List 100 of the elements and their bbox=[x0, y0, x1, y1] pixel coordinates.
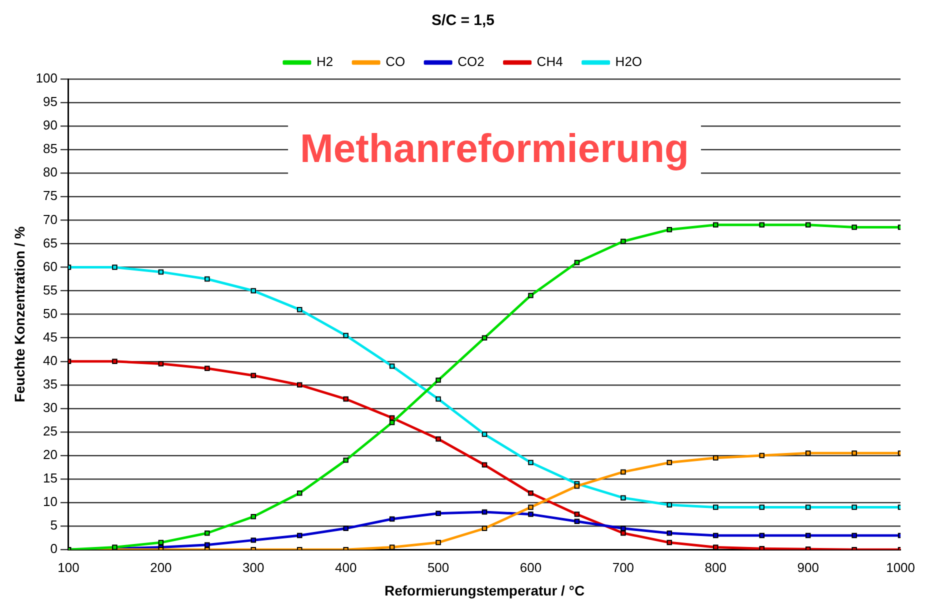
y-tick-label: 20 bbox=[43, 447, 58, 462]
y-tick-label: 70 bbox=[43, 212, 58, 227]
y-tick-label: 45 bbox=[43, 329, 58, 344]
point bbox=[805, 450, 811, 456]
x-tick-label: 300 bbox=[242, 560, 264, 575]
point bbox=[343, 458, 348, 463]
legend-label: H2O bbox=[615, 54, 642, 70]
point bbox=[250, 538, 256, 543]
point bbox=[713, 222, 718, 228]
x-tick-label: 400 bbox=[334, 560, 357, 575]
point bbox=[759, 222, 764, 228]
point bbox=[852, 450, 857, 456]
chart-title: S/C = 1,5 bbox=[432, 12, 494, 30]
point bbox=[436, 540, 441, 546]
point bbox=[574, 518, 580, 524]
point bbox=[574, 512, 580, 517]
point bbox=[204, 276, 210, 282]
x-axis-title: Reformierungstemperatur / °C bbox=[384, 582, 585, 598]
legend-label: CH4 bbox=[536, 54, 563, 70]
point bbox=[666, 502, 672, 508]
point bbox=[436, 436, 441, 442]
y-tick-label: 90 bbox=[43, 118, 58, 133]
point bbox=[852, 224, 857, 230]
point bbox=[250, 514, 256, 520]
point bbox=[250, 372, 256, 378]
point bbox=[528, 460, 534, 466]
y-tick-label: 10 bbox=[43, 494, 58, 510]
point bbox=[805, 532, 811, 538]
y-tick-label: 40 bbox=[43, 352, 58, 368]
y-tick-label: 75 bbox=[43, 188, 58, 204]
point bbox=[204, 530, 210, 536]
annotation: Methanreformierung bbox=[300, 127, 689, 172]
legend-label: CO bbox=[386, 54, 406, 70]
point bbox=[296, 490, 302, 496]
x-tick-label: 600 bbox=[520, 560, 542, 575]
point bbox=[620, 530, 626, 536]
x-tick-label: 900 bbox=[797, 560, 819, 575]
point bbox=[759, 504, 764, 510]
point bbox=[158, 540, 164, 546]
y-tick-label: 100 bbox=[36, 70, 58, 86]
point bbox=[389, 420, 395, 426]
point bbox=[158, 269, 164, 275]
x-tick-label: 800 bbox=[704, 560, 726, 575]
point bbox=[296, 306, 302, 312]
point bbox=[343, 396, 348, 402]
y-axis-title: Feuchte Konzentration / % bbox=[11, 226, 28, 402]
point bbox=[528, 504, 534, 510]
y-tick-label: 85 bbox=[43, 141, 58, 156]
y-tick-label: 55 bbox=[43, 282, 58, 298]
y-tick-label: 25 bbox=[43, 424, 58, 439]
y-tick-label: 95 bbox=[43, 94, 58, 110]
point bbox=[620, 526, 626, 532]
point bbox=[389, 415, 395, 420]
point bbox=[759, 532, 764, 538]
point bbox=[620, 495, 626, 500]
point bbox=[574, 260, 580, 266]
point bbox=[250, 288, 256, 294]
point bbox=[482, 335, 488, 340]
point bbox=[852, 504, 857, 510]
point bbox=[528, 490, 534, 496]
legend-label: H2 bbox=[316, 54, 334, 70]
point bbox=[296, 382, 302, 388]
point bbox=[759, 452, 764, 458]
y-tick-label: 60 bbox=[43, 258, 58, 274]
point bbox=[436, 378, 441, 383]
y-tick-label: 0 bbox=[50, 541, 58, 556]
y-tick-label: 30 bbox=[43, 400, 58, 415]
point bbox=[343, 526, 348, 532]
point bbox=[666, 540, 672, 546]
point bbox=[528, 512, 534, 517]
legend-label: CO2 bbox=[458, 54, 484, 70]
x-tick-label: 200 bbox=[150, 560, 172, 575]
y-tick-label: 65 bbox=[43, 235, 58, 250]
point bbox=[852, 532, 857, 538]
point bbox=[805, 222, 811, 228]
y-tick-label: 5 bbox=[50, 518, 58, 533]
point bbox=[713, 504, 718, 510]
point bbox=[482, 462, 488, 468]
y-tick-label: 35 bbox=[43, 376, 58, 392]
point bbox=[389, 516, 395, 522]
point bbox=[436, 396, 441, 402]
y-tick-label: 50 bbox=[43, 306, 58, 321]
point bbox=[574, 483, 580, 489]
point bbox=[436, 510, 441, 516]
point bbox=[482, 509, 488, 515]
point bbox=[158, 361, 164, 366]
point bbox=[112, 358, 118, 364]
x-tick-label: 1000 bbox=[886, 560, 915, 575]
point bbox=[343, 332, 348, 338]
point bbox=[666, 460, 672, 466]
y-tick-label: 15 bbox=[43, 470, 58, 486]
point bbox=[759, 546, 764, 550]
point bbox=[620, 238, 626, 244]
point bbox=[713, 532, 718, 538]
point bbox=[482, 526, 488, 532]
y-tick-label: 80 bbox=[43, 164, 58, 180]
x-tick-label: 500 bbox=[427, 560, 450, 575]
point bbox=[389, 363, 395, 369]
point bbox=[620, 469, 626, 475]
point bbox=[666, 530, 672, 536]
